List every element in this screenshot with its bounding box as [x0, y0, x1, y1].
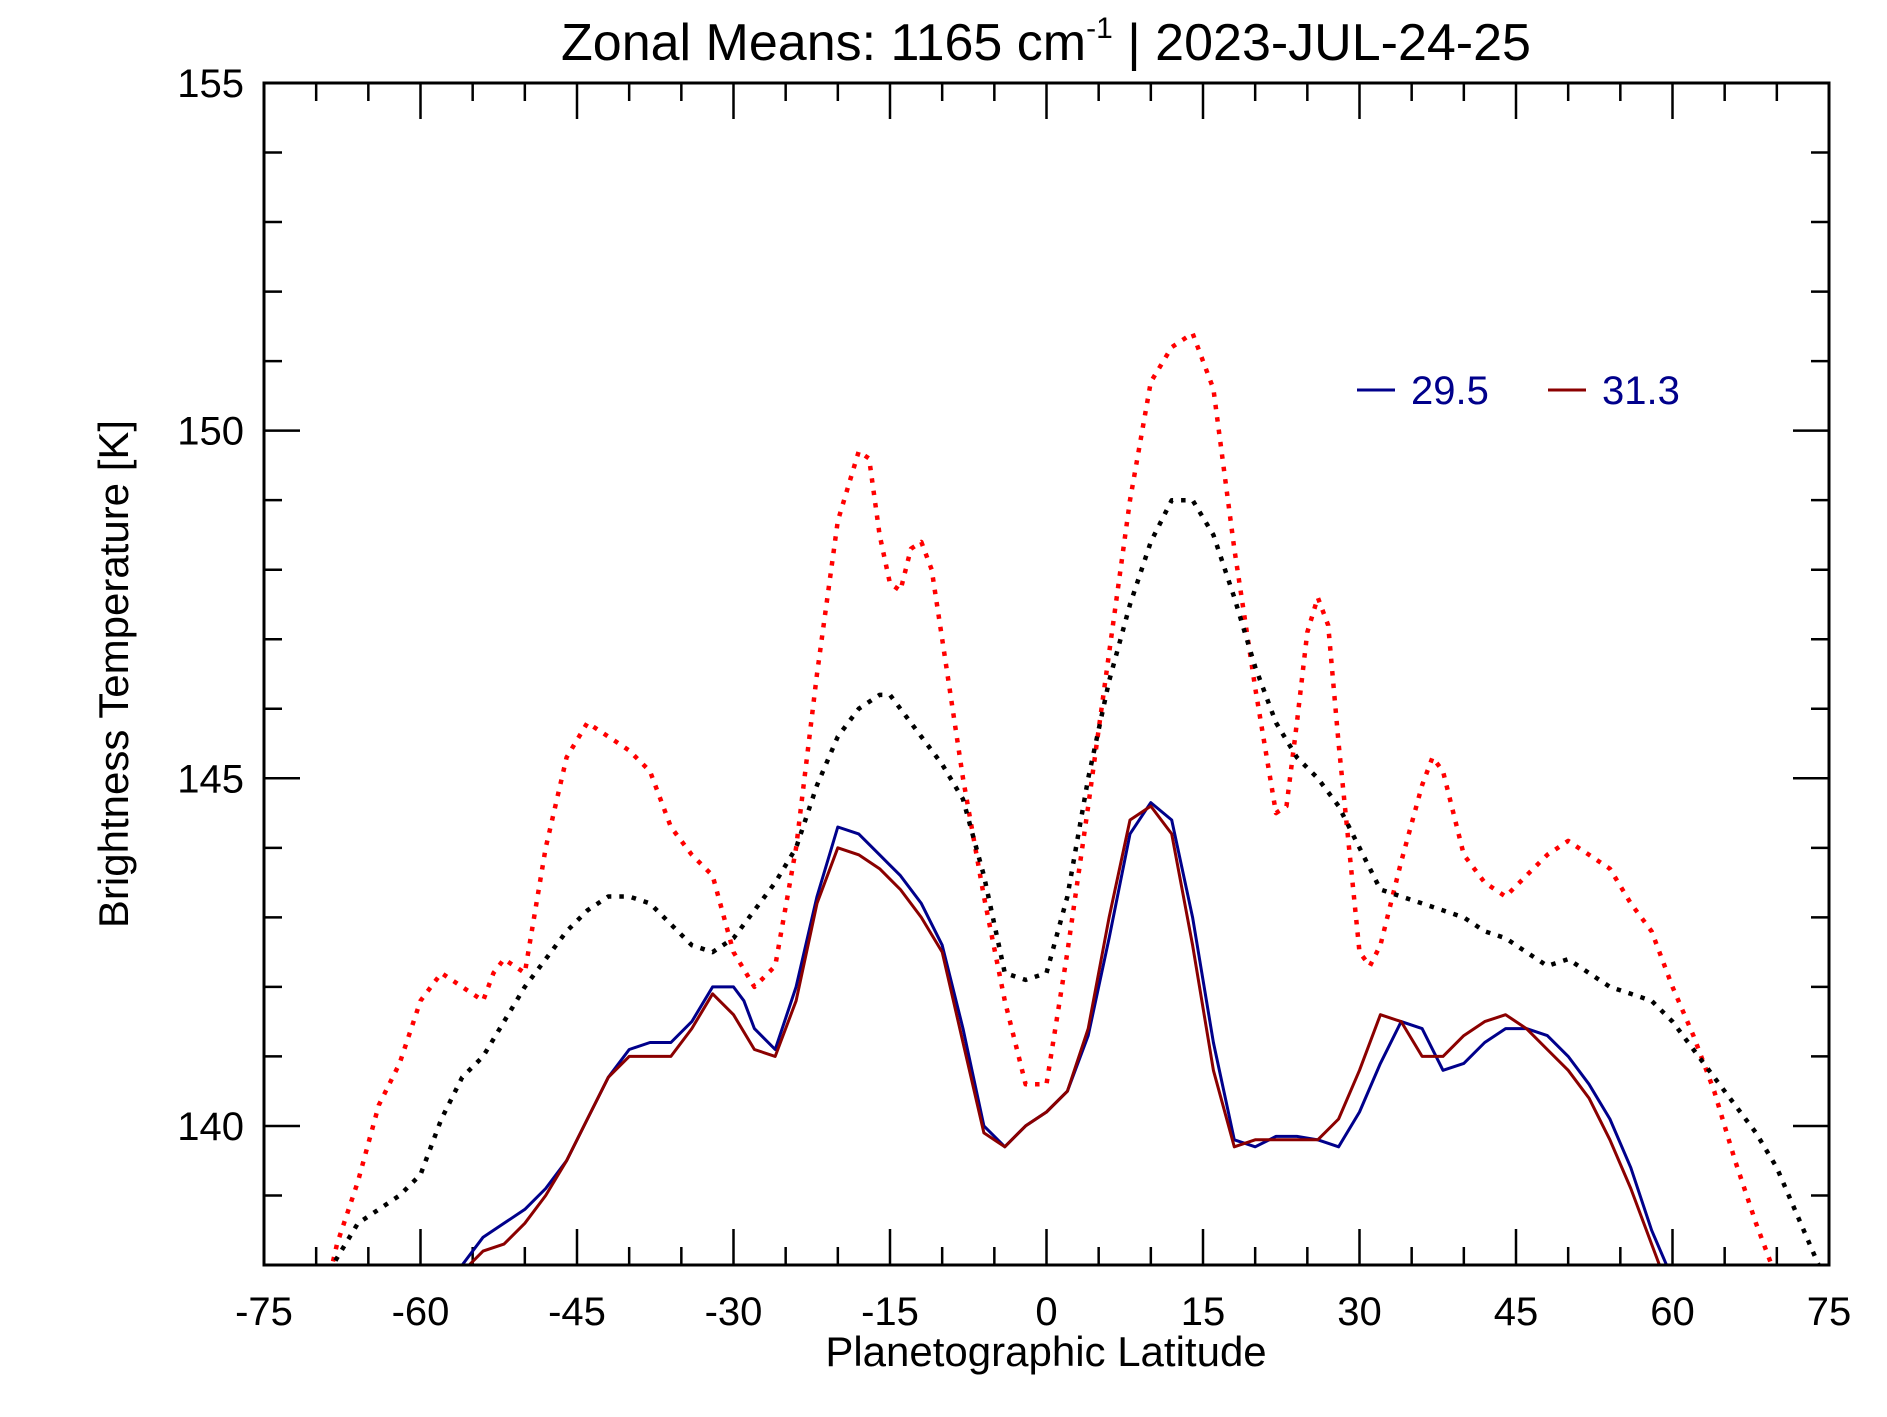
legend-label-31-3: 31.3 [1602, 369, 1680, 413]
axis-ticks [262, 81, 1831, 1267]
y-tick-label: 145 [177, 757, 244, 801]
y-tick-label: 140 [177, 1105, 244, 1149]
x-axis-title: Planetographic Latitude [825, 1328, 1266, 1375]
x-tick-labels: -75 -60 -45 -30 -15 0 15 30 45 60 75 [235, 1290, 1851, 1334]
x-tick-label: 45 [1494, 1290, 1539, 1334]
x-tick-label: -15 [861, 1290, 919, 1334]
x-tick-label: -75 [235, 1290, 293, 1334]
chart-title-main: Zonal Means: 1165 cm [561, 14, 1086, 72]
legend: 29.5 31.3 [1357, 369, 1680, 413]
chart-title-tail: | 2023-JUL-24-25 [1113, 14, 1531, 72]
series-line-29-5 [461, 801, 1669, 1265]
series-line-31-3 [467, 804, 1662, 1265]
series-line-red-dotted [329, 331, 1775, 1265]
y-tick-label: 150 [177, 410, 244, 454]
x-tick-label: 15 [1181, 1290, 1226, 1334]
x-tick-label: -60 [392, 1290, 450, 1334]
series-line-black-dotted [330, 497, 1821, 1265]
x-tick-label: -30 [705, 1290, 763, 1334]
chart-title-superscript: -1 [1086, 12, 1113, 45]
plot-frame [262, 81, 1831, 1267]
x-tick-label: 30 [1337, 1290, 1382, 1334]
y-axis-title: Brightness Temperature [K] [90, 420, 137, 928]
x-tick-label: -45 [548, 1290, 606, 1334]
x-tick-label: 75 [1807, 1290, 1852, 1334]
series-layer [329, 331, 1821, 1265]
x-tick-label: 60 [1650, 1290, 1695, 1334]
legend-label-29-5: 29.5 [1411, 369, 1489, 413]
y-tick-labels: 140 145 150 155 [177, 62, 244, 1149]
y-tick-label: 155 [177, 62, 244, 106]
x-tick-label: 0 [1035, 1290, 1057, 1334]
chart-title: Zonal Means: 1165 cm-1 | 2023-JUL-24-25 [561, 12, 1531, 72]
